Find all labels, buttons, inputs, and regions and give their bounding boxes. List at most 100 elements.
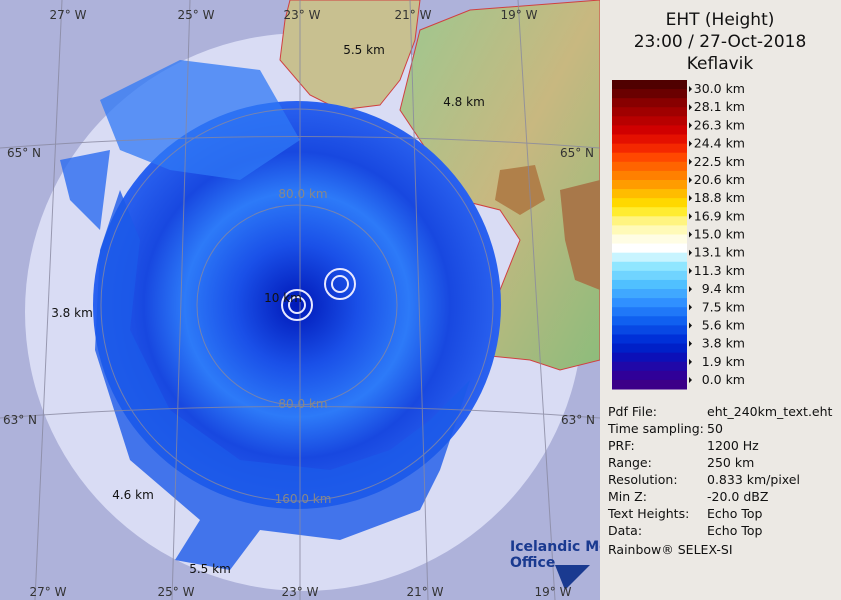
legend-swatch [612, 370, 687, 381]
logo-text: Office [510, 555, 555, 571]
legend-swatch [612, 198, 687, 208]
info-value: 50 [707, 421, 723, 436]
legend-swatch [612, 179, 687, 190]
radar-site [331, 275, 349, 293]
legend-label: 20.6 km [694, 172, 745, 187]
legend-swatch [612, 207, 687, 217]
range-ring [100, 108, 494, 502]
info-key: Time sampling: [607, 421, 704, 436]
map [0, 0, 600, 600]
info-value: eht_240km_text.eht [707, 404, 833, 419]
longitude-label: 27° W [30, 585, 67, 599]
legend-swatch [612, 289, 687, 299]
echo-area [95, 190, 470, 570]
highland [495, 165, 545, 215]
legend-label: 15.0 km [694, 227, 745, 242]
radar-site [281, 289, 313, 321]
longitude-label: 23° W [284, 8, 321, 22]
highland [560, 180, 600, 290]
legend-tick [689, 213, 692, 220]
legend-swatch [612, 161, 687, 172]
longitude-label: 21° W [395, 8, 432, 22]
legend-swatch [612, 279, 687, 290]
legend-label: 16.9 km [694, 208, 745, 223]
info-value: 250 km [707, 455, 754, 470]
echo-area [93, 101, 501, 509]
legend-swatch [612, 361, 687, 372]
legend-swatch [612, 334, 687, 345]
longitude-label: 21° W [407, 585, 444, 599]
echo-area [60, 150, 110, 230]
legend-tick [689, 104, 692, 111]
longitude-label: 19° W [535, 585, 572, 599]
echo-area [100, 60, 300, 180]
legend-tick [689, 158, 692, 165]
ring-label: 80.0 km [278, 187, 327, 201]
range-ring [196, 204, 398, 406]
legend-tick [689, 86, 692, 92]
info-value: Echo Top [707, 506, 762, 521]
info-value: Echo Top [707, 523, 762, 538]
legend-tick [689, 176, 692, 183]
legend-swatch [612, 216, 687, 226]
info-key: Range: [608, 455, 652, 470]
land-westfjords [279, 0, 421, 111]
header-line: EHT (Height) [666, 10, 775, 30]
info-key: Resolution: [608, 472, 678, 487]
legend-label: 18.8 km [694, 190, 745, 205]
legend-swatch [612, 352, 687, 363]
legend-swatch [612, 107, 687, 117]
info-value: 1200 Hz [707, 438, 759, 453]
longitude-label: 19° W [501, 8, 538, 22]
height-label: 5.5 km [189, 562, 231, 576]
legend-swatch [612, 98, 687, 108]
legend-swatch [612, 116, 687, 126]
legend-swatch [612, 89, 687, 99]
legend-label: 1.9 km [702, 354, 745, 369]
legend-label: 13.1 km [694, 245, 745, 260]
logo [555, 565, 590, 590]
info-key: Min Z: [608, 489, 647, 504]
legend-label: 26.3 km [694, 117, 745, 132]
height-label: 4.8 km [443, 95, 485, 109]
graticule [34, 0, 63, 600]
header-line: 23:00 / 27-Oct-2018 [634, 32, 807, 52]
legend-swatch [612, 261, 687, 272]
legend-tick [689, 322, 692, 329]
legend-swatch [612, 143, 687, 154]
graticule [171, 0, 191, 600]
legend-label: 7.5 km [702, 299, 745, 314]
longitude-label: 25° W [178, 8, 215, 22]
radar-site [288, 296, 306, 314]
legend-label: 5.6 km [702, 317, 745, 332]
legend-tick [689, 140, 692, 147]
latitude-label: 65° N [7, 146, 41, 160]
legend-tick [689, 231, 692, 238]
legend-tick [689, 267, 692, 274]
longitude-label: 27° W [50, 8, 87, 22]
info-value: -20.0 dBZ [707, 489, 768, 504]
legend-label: 0.0 km [702, 372, 745, 387]
latitude-label: 63° N [3, 413, 37, 427]
legend-swatch [612, 234, 687, 245]
legend-label: 11.3 km [694, 263, 745, 278]
legend-swatch [612, 298, 687, 308]
legend-label: 28.1 km [694, 99, 745, 114]
legend-tick [689, 377, 692, 383]
radar-site [324, 268, 356, 300]
graticule [409, 0, 429, 600]
info-key: Text Heights: [607, 506, 689, 521]
legend-tick [689, 122, 692, 129]
height-label: 3.8 km [51, 306, 93, 320]
legend-label: 22.5 km [694, 154, 745, 169]
info-key: Data: [608, 523, 642, 538]
graticule [517, 0, 556, 600]
legend-swatch [612, 170, 687, 181]
legend-swatch [612, 189, 687, 199]
info-key: Pdf File: [608, 404, 657, 419]
legend-tick [689, 195, 692, 202]
info-key: PRF: [608, 438, 635, 453]
legend-swatch [612, 243, 687, 254]
